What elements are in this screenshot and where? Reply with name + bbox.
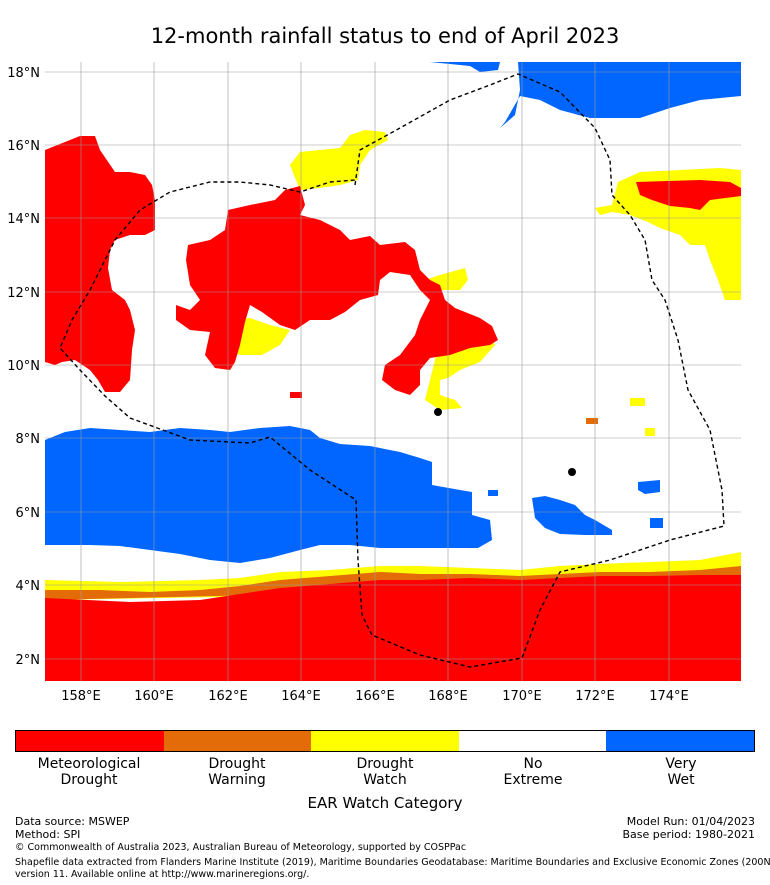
longitude-labels: 158°E 160°E 162°E 164°E 166°E 168°E 170°… [61, 689, 689, 704]
legend-label-line: No [523, 756, 543, 772]
legend-label-very-wet: Very Wet [607, 756, 755, 788]
eez-marshall-islands [59, 73, 725, 668]
lat-label: 18°N [7, 66, 40, 81]
map-title: 12-month rainfall status to end of April… [150, 24, 620, 48]
copyright: © Commonwealth of Australia 2023, Austra… [15, 842, 467, 853]
drought-central [176, 186, 498, 395]
legend-label-drought-warning: Drought Warning [163, 756, 311, 788]
kwajalein-marker [568, 468, 576, 476]
model-run: Model Run: 01/04/2023 [626, 815, 755, 828]
method: Method: SPI [15, 828, 81, 841]
lon-label: 168°E [428, 689, 468, 704]
eez-boundaries [59, 73, 725, 668]
lon-label: 170°E [502, 689, 542, 704]
lat-label: 6°N [16, 506, 41, 521]
lon-label: 158°E [61, 689, 101, 704]
legend-label-no-extreme: No Extreme [459, 756, 607, 788]
latitude-labels: 18°N 16°N 14°N 12°N 10°N 8°N 6°N 4°N 2°N [7, 66, 40, 668]
drought-central-small [290, 392, 302, 398]
legend-label-line: Warning [208, 772, 266, 788]
legend-title: EAR Watch Category [307, 794, 463, 812]
legend-colorbar [15, 730, 755, 752]
lon-label: 172°E [575, 689, 615, 704]
legend-label-line: Drought [60, 772, 118, 788]
very-wet-north-west [430, 62, 500, 72]
base-period: Base period: 1980-2021 [622, 828, 755, 841]
watch-dots-2 [645, 428, 655, 436]
warning-dot [586, 418, 598, 424]
very-wet-east-small [638, 480, 660, 494]
legend-swatch-drought-warning [163, 731, 312, 751]
lat-label: 14°N [7, 212, 40, 227]
legend-label-line: Wet [667, 772, 695, 788]
lon-label: 160°E [134, 689, 174, 704]
lon-label: 166°E [355, 689, 395, 704]
lon-label: 162°E [208, 689, 248, 704]
legend-label-drought-watch: Drought Watch [311, 756, 459, 788]
rainfall-map: 18°N 16°N 14°N 12°N 10°N 8°N 6°N 4°N 2°N… [7, 62, 741, 704]
legend-label-line: Watch [363, 772, 407, 788]
legend-swatch-no-extreme [458, 731, 607, 751]
lat-label: 2°N [16, 653, 41, 668]
lon-label: 164°E [281, 689, 321, 704]
legend-label-line: Very [665, 756, 697, 772]
meteorological-drought-regions [45, 136, 741, 681]
legend-label-line: Drought [356, 756, 414, 772]
lat-label: 4°N [16, 579, 41, 594]
lat-label: 10°N [7, 359, 40, 374]
very-wet-central [45, 426, 492, 563]
lat-label: 8°N [16, 432, 41, 447]
very-wet-dot-2 [488, 490, 498, 496]
very-wet-dot [650, 518, 663, 528]
drought-south [45, 575, 741, 681]
data-source: Data source: MSWEP [15, 815, 130, 828]
very-wet-regions [45, 62, 741, 563]
lat-label: 12°N [7, 286, 40, 301]
shapefile-credit-line1: Shapefile data extracted from Flanders M… [15, 857, 770, 868]
legend-label-line: Drought [208, 756, 266, 772]
drought-east [636, 180, 741, 210]
legend-label-meteorological-drought: Meteorological Drought [15, 756, 163, 788]
lat-label: 16°N [7, 139, 40, 154]
shapefile-credit-line2: version 11. Available online at http://w… [15, 869, 310, 880]
drought-west [45, 136, 155, 392]
majuro-marker [434, 408, 442, 416]
legend-swatch-meteorological-drought [16, 731, 164, 751]
legend-label-line: Extreme [503, 772, 563, 788]
island-markers [434, 408, 576, 476]
very-wet-east [532, 496, 612, 535]
legend-label-line: Meteorological [37, 756, 141, 772]
watch-dots [630, 398, 645, 406]
legend-swatch-very-wet [606, 731, 754, 751]
very-wet-north [500, 62, 741, 128]
legend-swatch-drought-watch [311, 731, 459, 751]
lon-label: 174°E [649, 689, 689, 704]
